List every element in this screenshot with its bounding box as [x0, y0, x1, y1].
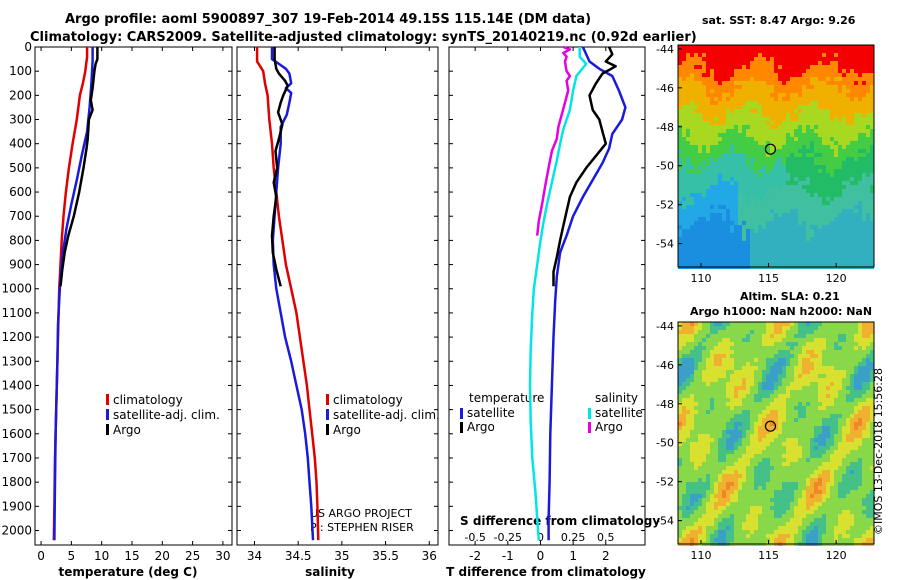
panel-0: 0100200300400500600700800900100011001200…	[1, 40, 233, 563]
x-top-tick-label: -0.25	[494, 531, 522, 544]
legend-label: Argo	[595, 420, 623, 434]
x-tick-label: 25	[185, 549, 200, 563]
y-tick-label: 1500	[1, 403, 32, 417]
y-tick-label: 400	[9, 137, 32, 151]
y-tick-label: 900	[9, 258, 32, 272]
y-tick-label: 1900	[1, 499, 32, 513]
x-tick-label: 35.5	[372, 549, 399, 563]
legend-swatch-satellite	[106, 409, 109, 420]
plot-frame	[34, 46, 233, 546]
x-tick-label: -2	[469, 549, 481, 563]
legend-swatch-s-satellite	[588, 408, 591, 419]
sal-xlabel: salinity	[305, 565, 355, 579]
y-tick-label: 200	[9, 88, 32, 102]
plot-frame	[236, 46, 439, 546]
y-tick-label: 1700	[1, 451, 32, 465]
x-tick-label: 34.5	[285, 549, 312, 563]
y-tick-label: 1000	[1, 282, 32, 296]
x-tick-label: 5	[68, 549, 76, 563]
legend-label: satellite	[467, 406, 515, 420]
series-line-t-argo	[552, 46, 617, 287]
legend-swatch-argo	[106, 424, 109, 435]
x-tick-label: 0	[37, 549, 45, 563]
x-tick-label: 30	[215, 549, 230, 563]
diff-legend: temperature salinity satellite Argo sate…	[460, 391, 660, 528]
x-tick-label: 20	[155, 549, 170, 563]
legend-title-salinity: salinity	[595, 391, 638, 405]
y-tick-label: 1300	[1, 354, 32, 368]
panel-1: 34 34.5 35 35.5 36	[236, 46, 439, 563]
y-tick-label: 500	[9, 161, 32, 175]
y-tick-label: 1800	[1, 475, 32, 489]
credit-pi: PI: STEPHEN RISER	[310, 521, 414, 534]
x-top-tick-label: -0.5	[464, 531, 485, 544]
legend-label: satellite-adj. clim.	[333, 408, 440, 422]
y-tick-label: 100	[9, 64, 32, 78]
s-diff-label: S difference from climatology	[460, 514, 660, 528]
legend-swatch-climatology	[326, 394, 329, 405]
legend-label: climatology	[113, 393, 183, 407]
legend-swatch-t-satellite	[460, 408, 463, 419]
y-tick-label: 0	[24, 40, 32, 54]
x-tick-label: 34	[247, 549, 262, 563]
legend-swatch-s-argo	[588, 422, 591, 433]
y-tick-label: 1400	[1, 378, 32, 392]
x-tick-label: 2	[602, 549, 610, 563]
x-tick-label: 35	[334, 549, 349, 563]
y-tick-label: 800	[9, 233, 32, 247]
legend-label: Argo	[467, 420, 495, 434]
legend-label: climatology	[333, 393, 403, 407]
legend-swatch-argo	[326, 424, 329, 435]
legend-label: satellite-adj. clim.	[113, 408, 220, 422]
plot-frame	[448, 46, 646, 546]
x-tick-label: -1	[502, 549, 514, 563]
y-tick-label: 700	[9, 209, 32, 223]
x-top-tick-label: 0.5	[597, 531, 615, 544]
x-tick-label: 0	[537, 549, 545, 563]
sla-map-title-2: Argo h1000: NaN h2000: NaN	[690, 305, 873, 318]
legend-title-temperature: temperature	[469, 391, 544, 405]
credit-project: US ARGO PROJECT	[310, 507, 412, 520]
x-tick-label: 36	[422, 549, 437, 563]
y-tick-label: 1200	[1, 330, 32, 344]
legend-label: Argo	[333, 423, 361, 437]
legend-swatch-t-argo	[460, 422, 463, 433]
x-tick-label: 15	[124, 549, 139, 563]
x-tick-label: 10	[94, 549, 109, 563]
legend-swatch-satellite	[326, 409, 329, 420]
panel-2: -2 -1 0 1 2-0.5 -0.25 0 0.25 0.5	[448, 45, 646, 563]
y-tick-label: 600	[9, 185, 32, 199]
temp-legend: climatology satellite-adj. clim. Argo	[106, 393, 220, 437]
legend-swatch-climatology	[106, 394, 109, 405]
series-line-satellite-adj-clim-	[53, 47, 94, 541]
sal-legend: climatology satellite-adj. clim. Argo US…	[310, 393, 440, 534]
series-line-s-argo	[535, 45, 572, 236]
diff-xlabel: T difference from climatology	[446, 565, 646, 579]
sst-map-title: sat. SST: 8.47 Argo: 9.26	[702, 14, 856, 27]
y-tick-label: 1600	[1, 427, 32, 441]
sla-map-title-1: Altim. SLA: 0.21	[740, 290, 840, 303]
y-tick-label: 2000	[1, 523, 32, 537]
series-line-s-satellite	[528, 47, 588, 541]
y-tick-label: 300	[9, 113, 32, 127]
legend-label: satellite	[595, 406, 643, 420]
legend-label: Argo	[113, 423, 141, 437]
x-top-tick-label: 0.25	[561, 531, 586, 544]
temp-xlabel: temperature (deg C)	[59, 565, 198, 579]
x-tick-label: 1	[569, 549, 577, 563]
y-tick-label: 1100	[1, 306, 32, 320]
